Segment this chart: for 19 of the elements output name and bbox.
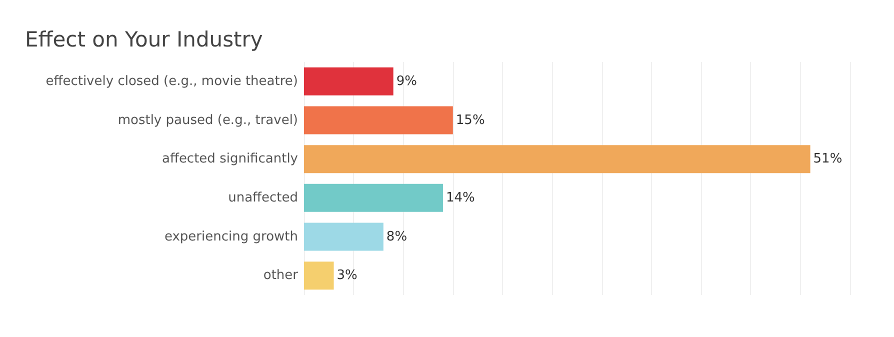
y-tick-label: affected significantly xyxy=(162,152,298,167)
chart-title: Effect on Your Industry xyxy=(25,28,263,52)
bar xyxy=(304,262,334,290)
y-tick-label: other xyxy=(263,268,299,284)
data-label: 51% xyxy=(813,152,842,167)
bar xyxy=(304,106,453,134)
y-tick-label: experiencing growth xyxy=(164,229,298,244)
y-tick-label: mostly paused (e.g., travel) xyxy=(118,112,298,128)
data-label: 8% xyxy=(386,229,408,244)
bar xyxy=(304,222,384,251)
data-label: 15% xyxy=(456,112,485,128)
bar xyxy=(304,145,810,174)
data-label: 14% xyxy=(446,190,475,206)
bar xyxy=(304,184,443,212)
bar xyxy=(304,67,394,96)
y-tick-label: effectively closed (e.g., movie theatre) xyxy=(46,74,298,89)
y-tick-label: unaffected xyxy=(228,190,298,206)
data-label: 3% xyxy=(336,268,358,284)
data-label: 9% xyxy=(396,74,417,89)
